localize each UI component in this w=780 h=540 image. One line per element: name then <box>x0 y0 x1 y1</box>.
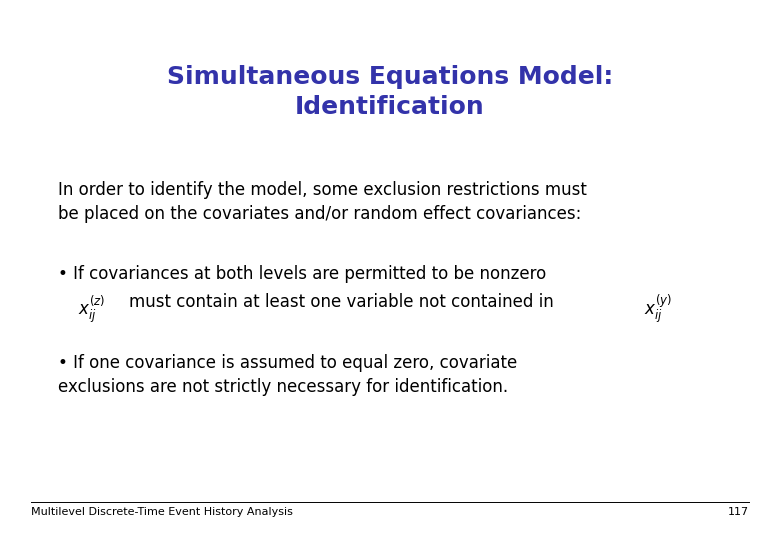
Text: $x_{ij}^{(z)}$: $x_{ij}^{(z)}$ <box>78 294 105 325</box>
Text: • If one covariance is assumed to equal zero, covariate
exclusions are not stric: • If one covariance is assumed to equal … <box>58 354 518 396</box>
Text: $x_{ij}^{(y)}$: $x_{ij}^{(y)}$ <box>644 294 672 326</box>
Text: 117: 117 <box>728 507 749 517</box>
Text: must contain at least one variable not contained in: must contain at least one variable not c… <box>129 293 554 310</box>
Text: Multilevel Discrete-Time Event History Analysis: Multilevel Discrete-Time Event History A… <box>31 507 293 517</box>
Text: In order to identify the model, some exclusion restrictions must
be placed on th: In order to identify the model, some exc… <box>58 181 587 223</box>
Text: • If covariances at both levels are permitted to be nonzero: • If covariances at both levels are perm… <box>58 265 547 282</box>
Text: Simultaneous Equations Model:
Identification: Simultaneous Equations Model: Identifica… <box>167 65 613 119</box>
